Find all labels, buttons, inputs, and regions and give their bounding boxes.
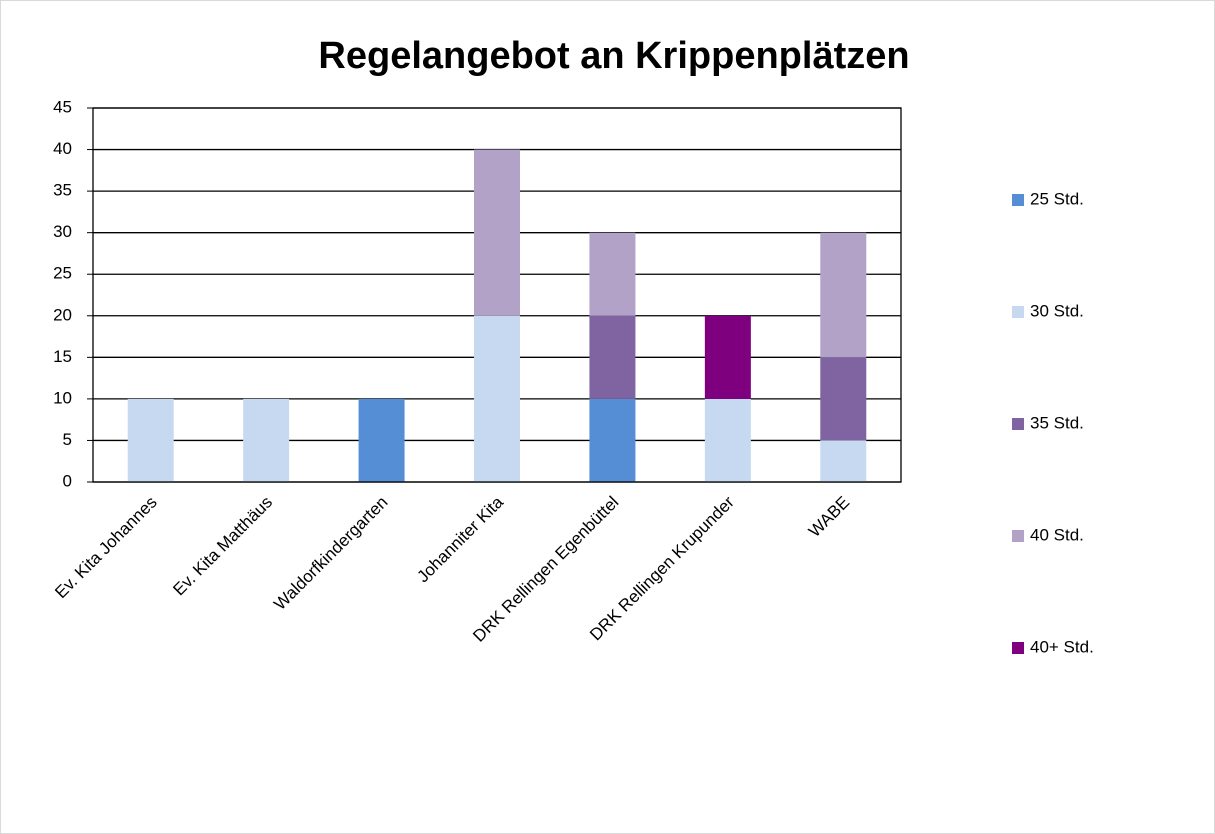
bar-segment [474, 315, 520, 482]
bar-segment [127, 398, 174, 482]
bar-segment [589, 232, 636, 316]
bar-segment [589, 315, 636, 399]
y-tick-label: 35 [53, 181, 72, 200]
legend-label: 40 Std. [1030, 525, 1084, 544]
legend-label: 40+ Std. [1030, 637, 1094, 656]
y-tick-label: 10 [53, 388, 72, 407]
legend-swatch [1012, 194, 1024, 206]
y-tick-label: 20 [53, 305, 72, 324]
legend-label: 30 Std. [1030, 301, 1084, 320]
y-tick-label: 0 [63, 471, 72, 490]
bar-segment [243, 398, 290, 482]
bar-segment [820, 440, 867, 482]
y-tick-label: 25 [53, 264, 72, 283]
bar-segment [704, 398, 751, 482]
legend-label: 25 Std. [1030, 189, 1084, 208]
bar-segment [704, 315, 751, 399]
chart-title: Regelangebot an Krippenplätzen [318, 35, 909, 77]
bar-segment [358, 398, 405, 482]
y-tick-label: 40 [53, 139, 72, 158]
legend-swatch [1012, 642, 1024, 654]
bar-segment [820, 232, 867, 358]
legend-swatch [1012, 418, 1024, 430]
y-tick-label: 15 [53, 347, 72, 366]
legend-swatch [1012, 530, 1024, 542]
legend-swatch [1012, 306, 1024, 318]
legend-label: 35 Std. [1030, 413, 1084, 432]
bar-segment [474, 149, 520, 316]
plot-border [92, 107, 902, 483]
bar-segment [820, 357, 867, 441]
bar-segment [589, 398, 636, 482]
y-tick-label: 30 [53, 222, 72, 241]
y-tick-label: 45 [53, 97, 72, 116]
y-tick-label: 5 [63, 430, 72, 449]
